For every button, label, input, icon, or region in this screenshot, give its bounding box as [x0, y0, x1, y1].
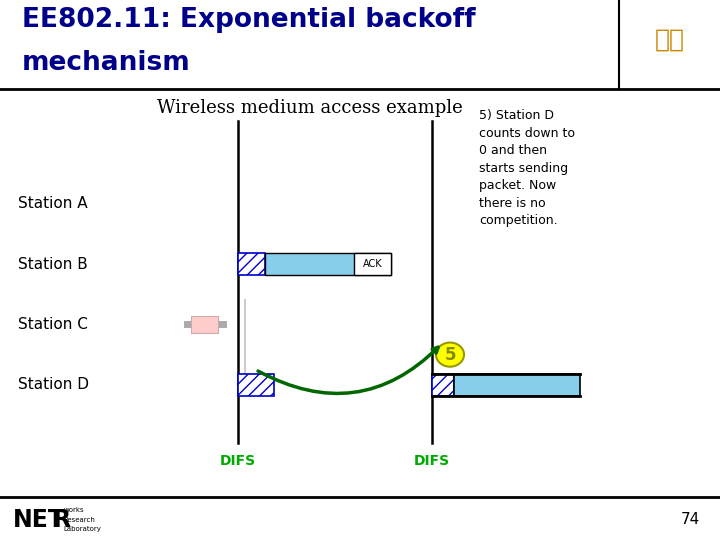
Text: Research: Research [63, 517, 95, 523]
Text: DIFS: DIFS [414, 454, 450, 468]
Text: EE802.11: Exponential backoff: EE802.11: Exponential backoff [22, 7, 475, 33]
Text: NET: NET [13, 508, 65, 531]
Bar [238, 253, 265, 275]
Text: works: works [63, 507, 84, 513]
Text: 🌲🌲: 🌲🌲 [654, 28, 685, 52]
Text: mechanism: mechanism [22, 50, 190, 76]
Ellipse shape [436, 342, 464, 367]
Text: Station D: Station D [18, 377, 89, 392]
Text: 74: 74 [680, 512, 700, 527]
Bar [238, 374, 274, 396]
Text: 5: 5 [444, 346, 456, 363]
Bar [354, 253, 391, 275]
Text: DIFS: DIFS [220, 454, 256, 468]
Bar [191, 315, 218, 333]
Text: R: R [53, 508, 71, 531]
Bar [454, 374, 580, 396]
Bar [265, 253, 391, 275]
Text: 5) Station D
counts down to
0 and then
starts sending
packet. Now
there is no
co: 5) Station D counts down to 0 and then s… [479, 109, 575, 227]
Text: Station C: Station C [18, 317, 88, 332]
Text: Station B: Station B [18, 256, 88, 272]
Text: ACK: ACK [362, 259, 382, 269]
Text: Wireless medium access example: Wireless medium access example [157, 99, 462, 117]
Text: Laboratory: Laboratory [63, 526, 102, 532]
Bar [432, 374, 454, 396]
Text: Station A: Station A [18, 196, 88, 211]
